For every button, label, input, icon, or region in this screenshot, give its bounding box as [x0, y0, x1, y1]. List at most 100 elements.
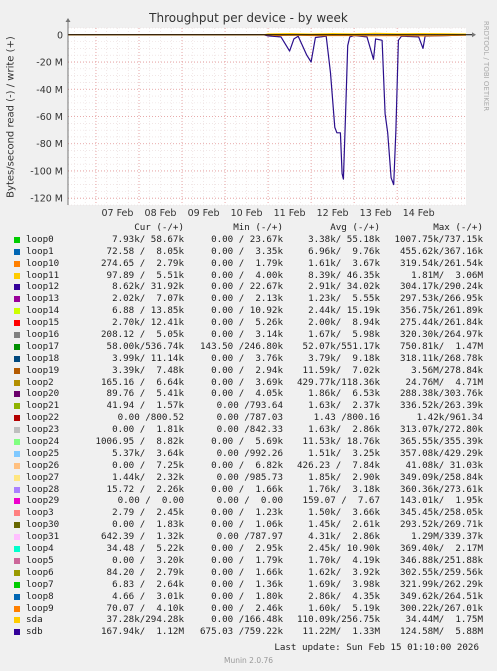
legend-max: 293.52k/269.71k [400, 519, 483, 531]
legend-max: 349.62k/264.51k [400, 590, 483, 602]
legend-name: loop1 [26, 245, 54, 257]
x-tick-label: 08 Feb [145, 208, 177, 219]
legend-min: 0.00 /992.26 [216, 447, 283, 459]
legend-min: 0.00 / 1.66k [211, 566, 283, 578]
legend-header-min: Min (-/+) [233, 222, 283, 233]
legend-cur: 89.76 / 5.41k [106, 388, 184, 400]
series-line-sdb [68, 34, 467, 186]
legend-avg: 159.07 / 7.67 [302, 495, 380, 507]
legend-min: 0.00 /842.33 [216, 424, 283, 436]
legend-cur: 2.70k/ 12.41k [112, 317, 184, 329]
legend-row-loop30: loop30 0.00 / 1.83k 0.00 / 1.06k 1.45k/ 2.6… [8, 519, 493, 531]
legend-cur: 0.00 / 3.20k [112, 554, 184, 566]
legend-cur: 6.88 / 13.85k [112, 305, 184, 317]
x-tick-label: 10 Feb [231, 208, 263, 219]
legend-swatch [14, 343, 20, 350]
legend-cur: 0.00 / 0.00 [117, 495, 184, 507]
legend-avg: 6.96k/ 9.76k [308, 245, 380, 257]
legend-row-loop10: loop10 274.65 / 2.79k 0.00 / 1.79k 1.61k/ 3… [8, 258, 493, 270]
legend-name: loop24 [26, 436, 60, 448]
legend-name: loop18 [26, 352, 60, 364]
y-tick-label: 0 [57, 30, 63, 41]
legend-cur: 7.93k/ 58.67k [112, 233, 184, 245]
legend-row-loop22: loop22 0.00 /800.52 0.00 /787.03 1.43 /800.… [8, 412, 493, 424]
legend-min: 0.00 / 5.69k [211, 436, 283, 448]
legend-avg: 1.63k/ 2.37k [308, 400, 380, 412]
legend-max: 349.09k/258.84k [400, 471, 483, 483]
legend-max: 1.42k/961.34 [416, 412, 483, 424]
legend-max: 318.11k/268.78k [400, 352, 483, 364]
legend-avg: 1.23k/ 5.55k [308, 293, 380, 305]
legend-name: loop30 [26, 519, 60, 531]
legend-row-sda: sda 37.28k/294.28k 0.00 /166.48k 110.09k/25… [8, 614, 493, 626]
legend-avg: 1.43 /800.16 [313, 412, 380, 424]
legend-avg: 11.22M/ 1.33M [302, 626, 380, 638]
legend-row-loop27: loop27 1.44k/ 2.32k 0.00 /985.73 1.85k/ 2.9… [8, 472, 493, 484]
legend-avg: 3.79k/ 9.18k [308, 352, 380, 364]
legend-min: 0.00 / 1.79k [211, 257, 283, 269]
legend-avg: 1.69k/ 3.98k [308, 578, 380, 590]
legend-swatch [14, 391, 20, 398]
legend-swatch [14, 332, 20, 339]
legend-row-loop15: loop15 2.70k/ 12.41k 0.00 / 5.26k 2.00k/ 8.… [8, 317, 493, 329]
legend-swatch [14, 581, 20, 588]
y-axis-arrow-icon [65, 18, 71, 22]
legend-avg: 1.51k/ 3.25k [308, 447, 380, 459]
legend-avg: 52.07k/551.17k [302, 340, 380, 352]
legend-swatch [14, 510, 20, 517]
legend-max: 1.81M/ 3.06M [411, 269, 483, 281]
legend-name: loop2 [26, 376, 54, 388]
legend-cur: 41.94 / 1.57k [106, 400, 184, 412]
legend-cur: 34.48 / 5.22k [106, 543, 184, 555]
legend-min: 0.00 / 2.46k [211, 602, 283, 614]
legend-avg: 110.09k/256.75k [297, 614, 380, 626]
legend-cur: 167.94k/ 1.12M [101, 626, 184, 638]
legend-min: 0.00 / 3.35k [211, 245, 283, 257]
legend-header: Cur (-/+) Min (-/+) Avg (-/+) Max (-/+) [8, 222, 493, 234]
legend-swatch [14, 534, 20, 541]
legend-name: sda [26, 614, 43, 626]
legend-min: 0.00 / 2.95k [211, 543, 283, 555]
legend-swatch [14, 308, 20, 315]
legend-avg: 1.45k/ 2.61k [308, 519, 380, 531]
legend-avg: 2.44k/ 15.19k [308, 305, 380, 317]
legend-cur: 37.28k/294.28k [106, 614, 184, 626]
legend-max: 288.38k/303.76k [400, 388, 483, 400]
legend-row-loop9: loop9 70.07 / 4.10k 0.00 / 2.46k 1.60k/ 5.1… [8, 603, 493, 615]
legend-name: loop19 [26, 364, 60, 376]
legend-cur: 3.39k/ 7.48k [112, 364, 184, 376]
legend-cur: 8.62k/ 31.92k [112, 281, 184, 293]
legend-cur: 165.16 / 6.64k [101, 376, 184, 388]
legend-cur: 0.00 /800.52 [117, 412, 184, 424]
y-tick-label: -60 M [36, 112, 63, 123]
legend-max: 302.55k/259.56k [400, 566, 483, 578]
legend-max: 319.54k/261.54k [400, 257, 483, 269]
legend-swatch [14, 379, 20, 386]
legend-name: loop17 [26, 340, 60, 352]
x-tick-label: 09 Feb [188, 208, 220, 219]
legend-row-loop24: loop24 1006.95 / 8.82k 0.00 / 5.69k 11.53k/… [8, 436, 493, 448]
legend-swatch [14, 450, 20, 457]
legend-cur: 4.66 / 3.01k [112, 590, 184, 602]
legend-name: loop5 [26, 554, 54, 566]
legend-swatch [14, 260, 20, 267]
legend-row-loop29: loop29 0.00 / 0.00 0.00 / 0.00 159.07 / 7.6… [8, 495, 493, 507]
last-update: Last update: Sun Feb 15 01:10:00 2026 [274, 642, 479, 653]
legend-avg: 426.23 / 7.84k [297, 459, 380, 471]
legend-cur: 15.72 / 2.26k [106, 483, 184, 495]
legend-avg: 11.59k/ 7.02k [302, 364, 380, 376]
legend-max: 345.45k/258.05k [400, 507, 483, 519]
legend-min: 0.00 /166.48k [211, 614, 283, 626]
y-tick-label: -100 M [30, 166, 63, 177]
legend-swatch [14, 320, 20, 327]
legend-max: 3.56M/278.84k [411, 364, 483, 376]
legend-swatch [14, 272, 20, 279]
legend-name: loop21 [26, 400, 60, 412]
chart-plot: 0 -20 M -40 M -60 M -80 M -100 M -120 M 07 Feb 0… [30, 18, 476, 219]
legend-row-loop20: loop20 89.76 / 5.41k 0.00 / 4.05k 1.86k/ 6.… [8, 388, 493, 400]
x-tick-label: 13 Feb [360, 208, 392, 219]
y-tick-label: -80 M [36, 139, 63, 150]
legend-min: 0.00 / 1.79k [211, 554, 283, 566]
legend-swatch [14, 403, 20, 410]
x-tick-label: 14 Feb [403, 208, 435, 219]
